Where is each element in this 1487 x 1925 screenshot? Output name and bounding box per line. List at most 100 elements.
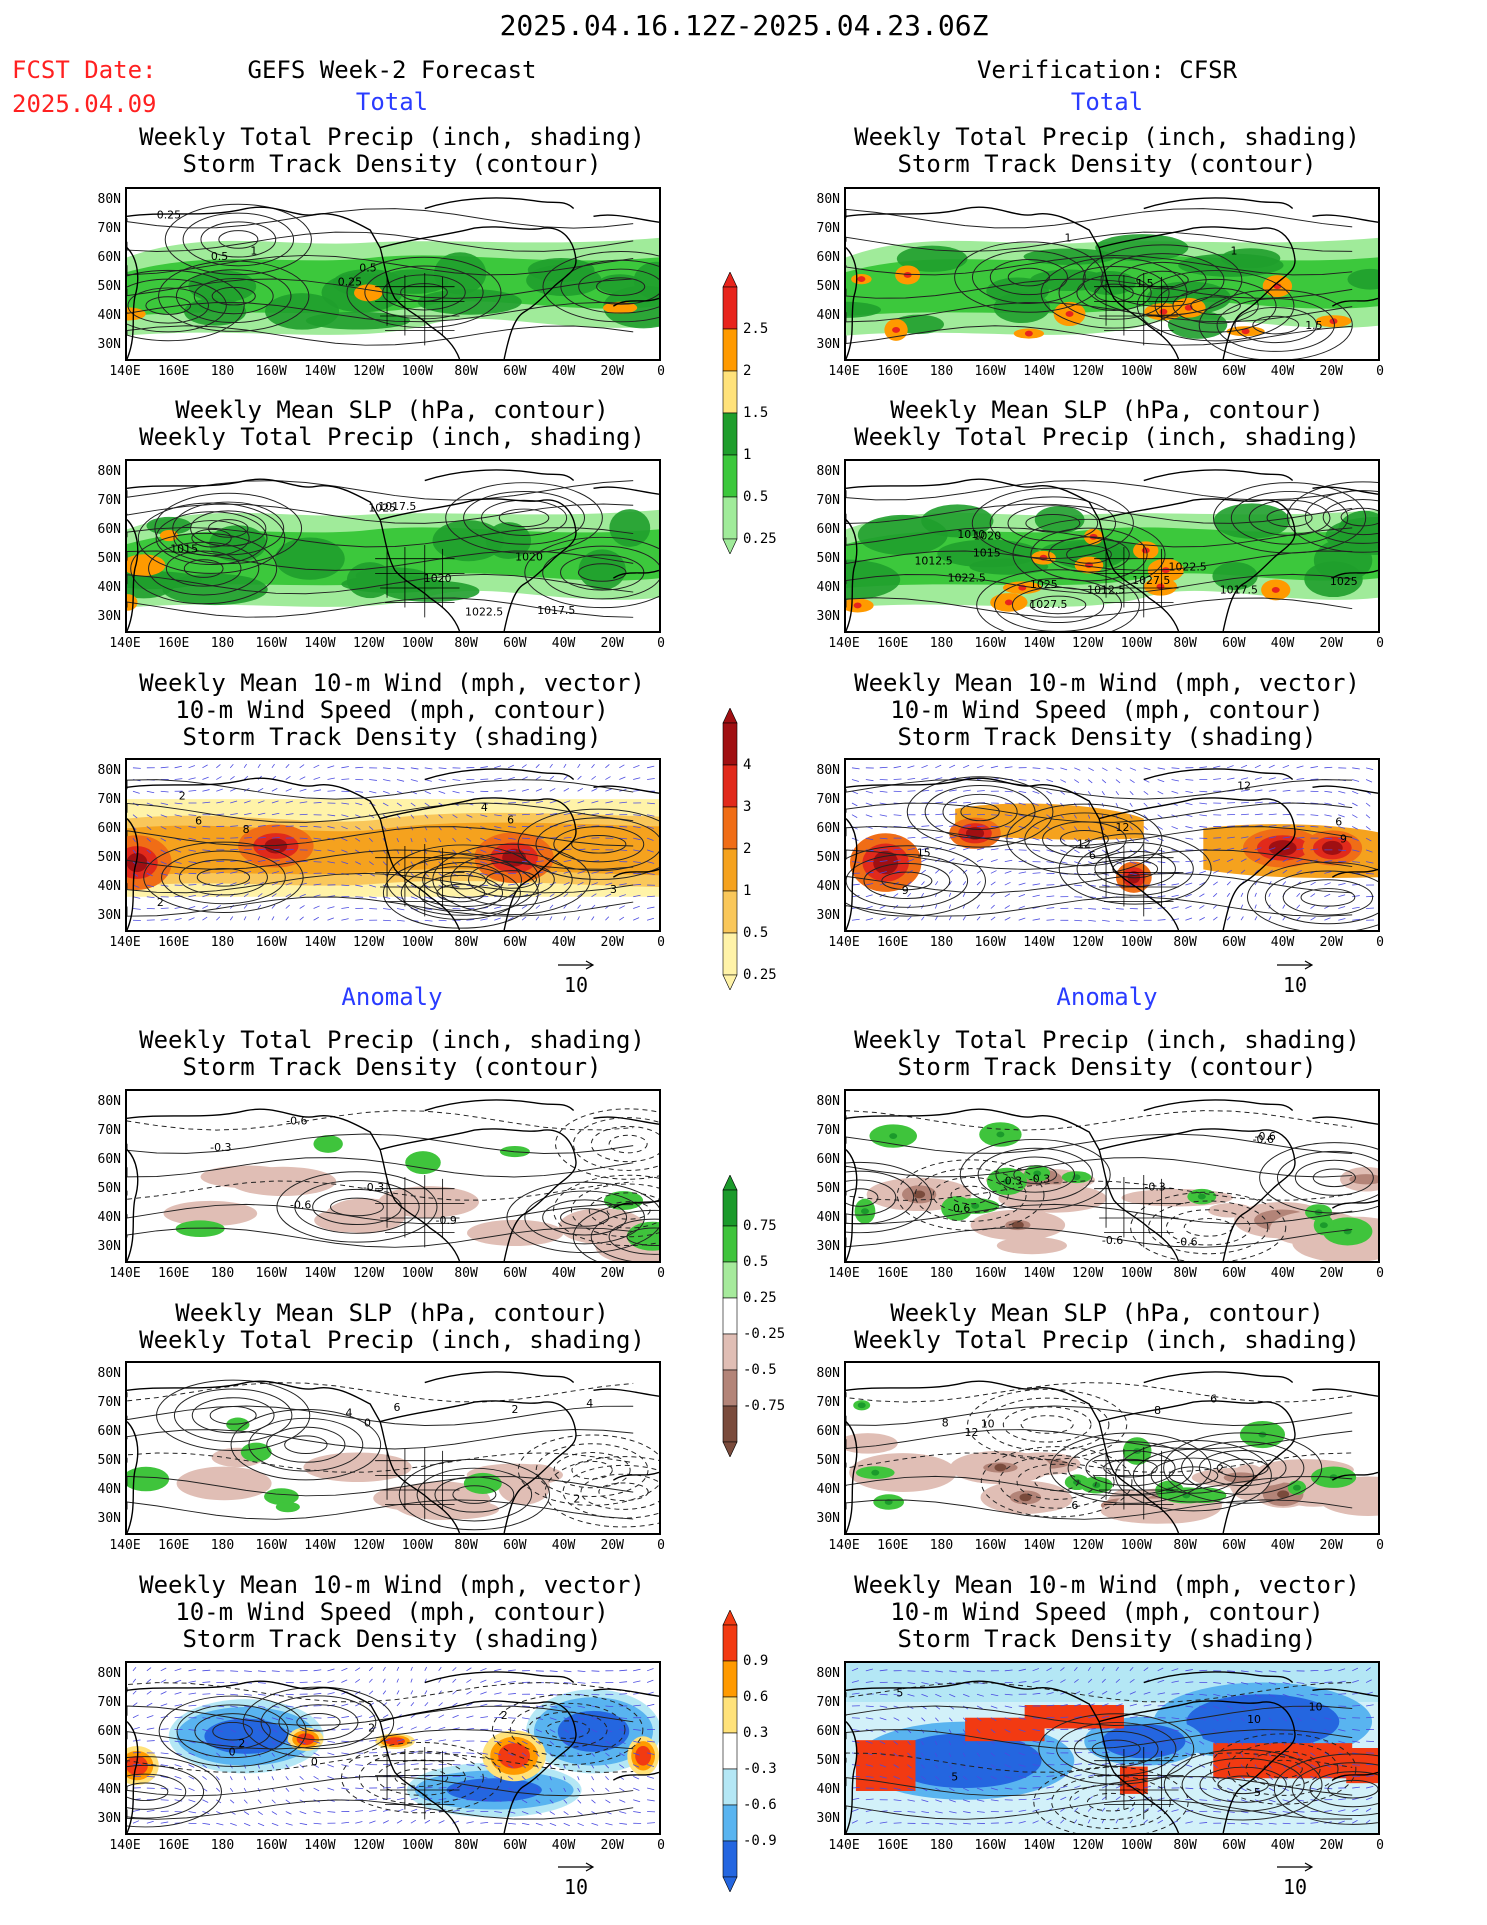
- panel-title-line: Weekly Mean SLP (hPa, contour): [890, 396, 1324, 424]
- longitude-label: 60W: [1222, 1838, 1246, 1853]
- longitude-label: 160W: [974, 935, 1006, 950]
- map-canvas: -0.6-0.3-0.6-0.3-0.60.6-0.3-0.6: [846, 1099, 1378, 1261]
- longitude-label: 180: [929, 1538, 954, 1553]
- longitude-label: 20W: [600, 1838, 625, 1853]
- longitude-label: 60W: [1222, 1266, 1246, 1281]
- latitude-label: 40N: [816, 1482, 840, 1497]
- longitude-label: 160E: [877, 636, 909, 651]
- coastlines: [127, 1371, 659, 1533]
- contour-label: 0.5: [211, 250, 228, 263]
- longitude-label: 0: [1376, 636, 1384, 651]
- panel-title-line: Weekly Mean 10-m Wind (mph, vector): [139, 669, 645, 697]
- longitude-label: 0: [1376, 935, 1384, 950]
- contour-label: 1020: [424, 572, 452, 585]
- latitude-label: 80N: [816, 763, 840, 778]
- contour-label: 1012.5: [1087, 583, 1125, 596]
- longitude-label: 20W: [600, 1266, 625, 1281]
- colorbar-label: 1.5: [743, 405, 769, 421]
- contour-label: 2: [179, 790, 186, 803]
- longitude-label: 120W: [1071, 1838, 1104, 1853]
- latitude-label: 30N: [816, 1511, 840, 1526]
- map-canvas: 1025 1022.5 1020 1017.5 1015 1017.5 1020: [127, 469, 659, 631]
- panel-title: Weekly Total Precip (inch, shading) Storm…: [854, 1027, 1360, 1081]
- map-canvas: 0.250.510.50.25: [127, 197, 659, 359]
- contour-label: 1015: [170, 543, 198, 556]
- panel-title-line: Storm Track Density (shading): [897, 723, 1317, 751]
- contour-label: 6: [1210, 1393, 1217, 1406]
- longitude-label: 160W: [974, 1838, 1006, 1853]
- longitude-label: 140W: [1023, 636, 1055, 651]
- latitude-label: 50N: [816, 1753, 840, 1768]
- colorbar-label: 0.25: [743, 1290, 777, 1306]
- latitude-label: 60N: [816, 1724, 840, 1739]
- longitude-label: 160E: [877, 364, 909, 379]
- longitude-label: 100W: [1120, 636, 1153, 651]
- coastlines: [127, 768, 659, 930]
- longitude-label: 140W: [304, 1538, 336, 1553]
- longitude-label: 80W: [1173, 1538, 1197, 1553]
- latitude-label: 40N: [816, 580, 840, 595]
- colorbar-label: -0.75: [743, 1398, 786, 1414]
- panel-title-line: Weekly Mean 10-m Wind (mph, vector): [854, 1571, 1360, 1599]
- colorbar-label: 0.3: [743, 1725, 769, 1741]
- contour-label: 6: [1071, 1499, 1078, 1512]
- colorbar-label: 0.6: [743, 1689, 769, 1705]
- contour-label: -0.3: [363, 1181, 384, 1194]
- panel-title-line: 10-m Wind Speed (mph, contour): [175, 1598, 609, 1626]
- latitude-label: 80N: [816, 1366, 840, 1381]
- latitude-label: 60N: [97, 821, 121, 836]
- panel-title: Weekly Mean 10-m Wind (mph, vector) 10-m …: [854, 1572, 1360, 1653]
- longitude-label: 40W: [1270, 935, 1295, 950]
- contour-label: 1010: [957, 528, 985, 541]
- contour-label: 1012.5: [914, 554, 952, 567]
- latitude-label: 30N: [97, 1811, 121, 1826]
- latitude-label: 40N: [97, 580, 121, 595]
- contour-label: 6: [195, 815, 202, 828]
- longitude-label: 160E: [158, 935, 190, 950]
- longitude-label: 140W: [304, 935, 336, 950]
- panel-title-line: Weekly Mean SLP (hPa, contour): [175, 396, 609, 424]
- colorbar-label: 1: [743, 447, 752, 463]
- longitude-label: 100W: [1120, 364, 1153, 379]
- longitude-label: 60W: [503, 1838, 527, 1853]
- longitude-label: 40W: [1270, 1266, 1295, 1281]
- longitude-label: 160W: [974, 364, 1006, 379]
- panel-title-line: Weekly Total Precip (inch, shading): [139, 1326, 645, 1354]
- contour-lines: [127, 480, 659, 618]
- reference-vector-label: 10: [1282, 1875, 1308, 1899]
- contour-lines: [127, 1108, 659, 1261]
- longitude-label: 40W: [1270, 364, 1295, 379]
- longitude-label: 80W: [454, 1266, 478, 1281]
- longitude-label: 0: [657, 364, 665, 379]
- panel-title-line: Storm Track Density (contour): [897, 150, 1317, 178]
- wind-vectors: [132, 763, 656, 922]
- reference-arrow-icon: [1277, 960, 1314, 970]
- longitude-label: 100W: [401, 1266, 434, 1281]
- longitude-label: 40W: [551, 364, 576, 379]
- panel-title-line: Weekly Total Precip (inch, shading): [854, 1026, 1360, 1054]
- contour-label: 2: [501, 1709, 508, 1722]
- panel-title-line: Storm Track Density (shading): [897, 1625, 1317, 1653]
- contour-lines: [846, 776, 1378, 930]
- precip-shading: [854, 1122, 1378, 1261]
- contour-label: 10: [1309, 1701, 1323, 1714]
- panel-title-line: Weekly Total Precip (inch, shading): [139, 423, 645, 451]
- latitude-label: 50N: [97, 279, 121, 294]
- latitude-label: 30N: [816, 1239, 840, 1254]
- longitude-label: 60W: [503, 935, 527, 950]
- longitude-label: 180: [210, 1538, 235, 1553]
- contour-label: 0: [311, 1756, 318, 1769]
- slp_precip-map-panel: 1027.5 1025 1012.5 1010 1022.5 1017.5 1015 1020…: [844, 459, 1380, 633]
- panel-title-line: Weekly Total Precip (inch, shading): [139, 123, 645, 151]
- longitude-label: 60W: [1222, 935, 1246, 950]
- longitude-label: 80W: [1173, 1838, 1197, 1853]
- longitude-label: 80W: [454, 1538, 478, 1553]
- precip-shading: [127, 1417, 563, 1521]
- longitude-label: 100W: [401, 1838, 434, 1853]
- precip-anomaly-colorbar: [722, 1175, 738, 1457]
- contour-label: 15: [917, 847, 931, 860]
- slp_precip-map-panel: 2 4 4 6 0 2: [125, 1361, 661, 1535]
- latitude-label: 80N: [97, 1094, 121, 1109]
- contour-lines: [127, 1682, 644, 1828]
- forecast-date-value: 2025.04.09: [12, 90, 157, 118]
